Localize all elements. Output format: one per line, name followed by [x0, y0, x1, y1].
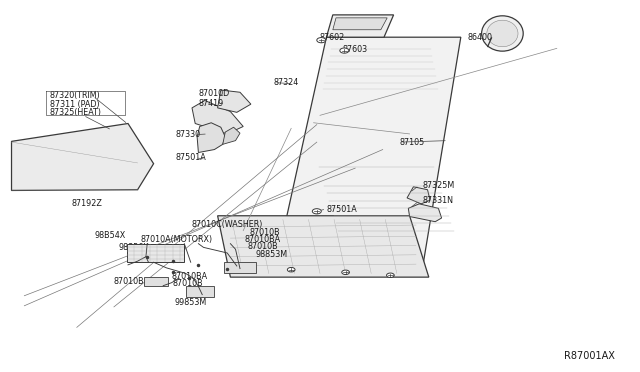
Polygon shape [333, 18, 387, 30]
Text: 87501A: 87501A [326, 205, 357, 214]
Text: 87320(TRIM): 87320(TRIM) [50, 92, 100, 100]
Text: 87192Z: 87192Z [72, 199, 102, 208]
Polygon shape [408, 204, 442, 222]
Circle shape [317, 38, 326, 43]
Polygon shape [12, 124, 154, 190]
Text: 87010D: 87010D [198, 89, 230, 98]
Text: R87001AX: R87001AX [564, 352, 614, 361]
Polygon shape [218, 216, 429, 277]
Polygon shape [223, 127, 240, 144]
Text: 87419: 87419 [198, 99, 223, 108]
Text: 87501A: 87501A [175, 153, 206, 162]
FancyBboxPatch shape [186, 286, 214, 297]
Text: 87311 (PAD): 87311 (PAD) [50, 100, 100, 109]
Polygon shape [197, 123, 225, 153]
Text: 98B54X: 98B54X [95, 231, 126, 240]
FancyBboxPatch shape [144, 277, 168, 286]
Text: 86400: 86400 [467, 33, 492, 42]
Circle shape [312, 209, 321, 214]
Text: 87010B: 87010B [114, 277, 145, 286]
Circle shape [340, 48, 349, 53]
Polygon shape [275, 37, 461, 269]
Polygon shape [192, 100, 243, 134]
Circle shape [287, 267, 295, 272]
FancyBboxPatch shape [127, 244, 184, 262]
Polygon shape [407, 187, 430, 204]
Text: 98856X: 98856X [118, 243, 149, 252]
Ellipse shape [482, 16, 524, 51]
Text: 87010BA: 87010BA [244, 235, 280, 244]
Text: 87010C(WASHER): 87010C(WASHER) [192, 220, 264, 229]
Text: 87603: 87603 [342, 45, 367, 54]
Text: 87010B: 87010B [173, 279, 204, 288]
Text: 87325(HEAT): 87325(HEAT) [50, 108, 102, 117]
FancyBboxPatch shape [224, 262, 256, 273]
Text: 87010B: 87010B [250, 228, 280, 237]
Text: 87105: 87105 [400, 138, 425, 147]
Text: 87324: 87324 [274, 78, 299, 87]
Text: 98853M: 98853M [256, 250, 288, 259]
Circle shape [387, 273, 394, 278]
Text: 87010B: 87010B [247, 242, 278, 251]
Ellipse shape [487, 20, 518, 47]
Text: 87325M: 87325M [422, 181, 454, 190]
Text: 87010BA: 87010BA [172, 272, 207, 280]
Polygon shape [326, 15, 394, 37]
Text: 87602: 87602 [320, 33, 345, 42]
Polygon shape [218, 90, 251, 112]
Circle shape [342, 270, 349, 275]
Text: 87330: 87330 [175, 130, 200, 139]
Text: 87010A(MOTORX): 87010A(MOTORX) [141, 235, 213, 244]
Text: 87331N: 87331N [422, 196, 453, 205]
Text: 99853M: 99853M [174, 298, 206, 307]
